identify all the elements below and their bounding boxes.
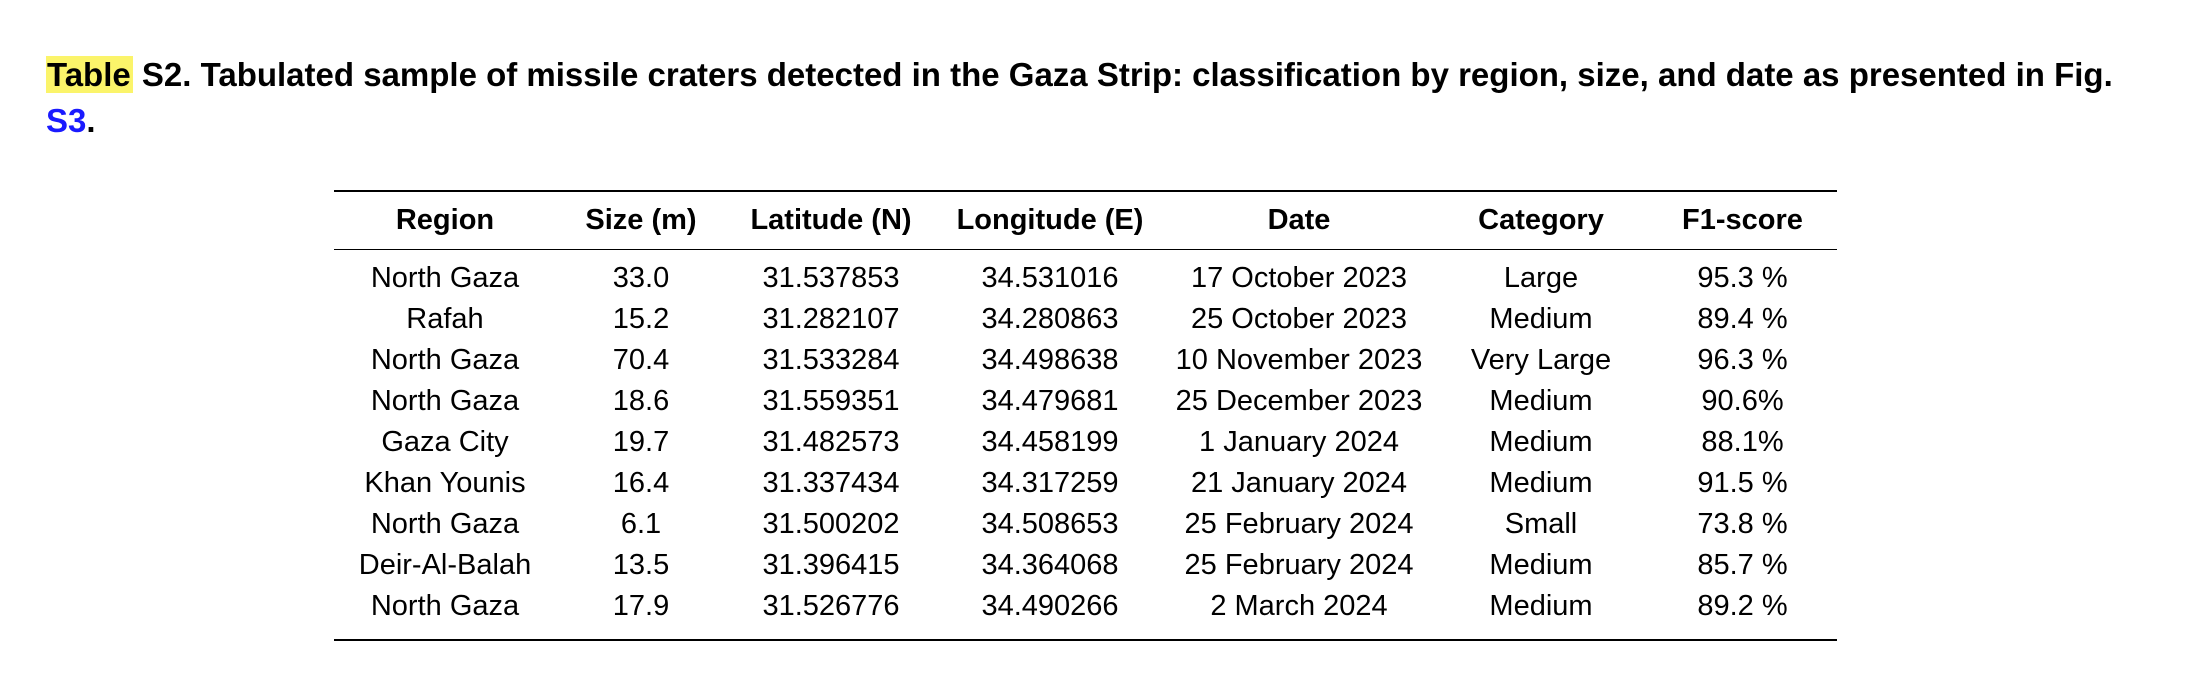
cell-date: 17 October 2023: [1190, 262, 1408, 294]
cell-region: North Gaza: [370, 262, 520, 294]
cell-f1-score: 91.5 %: [1697, 467, 1788, 499]
cell-category: Medium: [1489, 303, 1593, 335]
cell-longitude: 34.531016: [981, 262, 1119, 294]
cell-f1-score: 88.1%: [1701, 426, 1784, 458]
cell-date: 25 February 2024: [1184, 508, 1414, 540]
table-row: Deir-Al-Balah 13.5 31.396415 34.364068 25 Fe…: [334, 545, 1837, 586]
cell-longitude: 34.458199: [981, 426, 1119, 458]
cell-size: 16.4: [612, 467, 670, 499]
cell-date: 21 January 2024: [1190, 467, 1408, 499]
crater-table: Region Size (m) Latitude (N) Longitude (E) D…: [334, 190, 1837, 641]
cell-category: Small: [1504, 508, 1578, 540]
table-header-row: Region Size (m) Latitude (N) Longitude (E) D…: [334, 191, 1837, 250]
cell-longitude: 34.490266: [936, 586, 1164, 641]
cell-latitude: 31.537853: [762, 262, 900, 294]
column-header-size: Size (m): [585, 204, 697, 236]
cell-longitude: 34.280863: [981, 303, 1119, 335]
figure-reference-link[interactable]: S3: [46, 102, 87, 139]
column-header-longitude: Longitude (E): [956, 204, 1144, 236]
cell-f1-score: 89.4 %: [1697, 303, 1788, 335]
cell-date: 25 February 2024: [1184, 549, 1414, 581]
cell-size: 17.9: [556, 586, 726, 641]
crater-table-container: Region Size (m) Latitude (N) Longitude (E) D…: [334, 190, 1837, 641]
cell-date: 25 December 2023: [1175, 385, 1423, 417]
table-row: North Gaza 33.0 31.537853 34.531016 17 Octob…: [334, 250, 1837, 300]
table-row: North Gaza 18.6 31.559351 34.479681 25 Decem…: [334, 381, 1837, 422]
cell-date: 2 March 2024: [1164, 586, 1434, 641]
table-caption: Table S2. Tabulated sample of missile cr…: [46, 52, 2166, 144]
table-row: North Gaza 17.9 31.526776 34.490266 2 March …: [334, 586, 1837, 641]
cell-date: 10 November 2023: [1175, 344, 1423, 376]
cell-category: Medium: [1489, 385, 1593, 417]
cell-size: 18.6: [612, 385, 670, 417]
cell-longitude: 34.317259: [981, 467, 1119, 499]
cell-longitude: 34.498638: [981, 344, 1119, 376]
cell-latitude: 31.526776: [726, 586, 936, 641]
cell-latitude: 31.482573: [762, 426, 900, 458]
cell-size: 6.1: [620, 508, 662, 540]
cell-longitude: 34.508653: [981, 508, 1119, 540]
cell-region: Khan Younis: [364, 467, 526, 499]
table-row: Gaza City 19.7 31.482573 34.458199 1 January…: [334, 422, 1837, 463]
column-header-date: Date: [1267, 204, 1331, 236]
table-row: Khan Younis 16.4 31.337434 34.317259 21 Janu…: [334, 463, 1837, 504]
table-body: North Gaza 33.0 31.537853 34.531016 17 Octob…: [334, 250, 1837, 641]
column-header-latitude: Latitude (N): [750, 204, 912, 236]
cell-category: Medium: [1489, 467, 1593, 499]
column-header-category: Category: [1478, 204, 1604, 236]
caption-end: .: [86, 102, 96, 139]
cell-category: Very Large: [1470, 344, 1612, 376]
cell-category: Medium: [1489, 426, 1593, 458]
cell-f1-score: 73.8 %: [1697, 508, 1788, 540]
table-row: North Gaza 70.4 31.533284 34.498638 10 Novem…: [334, 340, 1837, 381]
cell-size: 15.2: [612, 303, 670, 335]
cell-longitude: 34.479681: [981, 385, 1119, 417]
table-row: North Gaza 6.1 31.500202 34.508653 25 Februa…: [334, 504, 1837, 545]
cell-f1-score: 85.7 %: [1697, 549, 1788, 581]
cell-region: Rafah: [406, 303, 484, 335]
cell-f1-score: 90.6%: [1701, 385, 1784, 417]
cell-region: North Gaza: [370, 344, 520, 376]
column-header-region: Region: [395, 204, 495, 236]
cell-size: 33.0: [612, 262, 670, 294]
cell-date: 25 October 2023: [1190, 303, 1408, 335]
table-header: Region Size (m) Latitude (N) Longitude (E) D…: [334, 191, 1837, 250]
cell-longitude: 34.364068: [981, 549, 1119, 581]
cell-region: Gaza City: [381, 426, 509, 458]
cell-region: North Gaza: [370, 508, 520, 540]
cell-date: 1 January 2024: [1199, 426, 1399, 458]
cell-latitude: 31.500202: [762, 508, 900, 540]
cell-f1-score: 95.3 %: [1697, 262, 1788, 294]
cell-category: Large: [1503, 262, 1579, 294]
cell-region: Deir-Al-Balah: [358, 549, 532, 581]
cell-region: North Gaza: [370, 385, 520, 417]
cell-size: 13.5: [612, 549, 670, 581]
cell-f1-score: 89.2 %: [1648, 586, 1837, 641]
cell-category: Medium: [1489, 549, 1593, 581]
cell-latitude: 31.337434: [762, 467, 900, 499]
caption-highlight: Table: [46, 56, 133, 93]
caption-label: S2.: [141, 56, 192, 93]
cell-size: 19.7: [612, 426, 670, 458]
column-header-f1-score: F1-score: [1682, 204, 1803, 236]
cell-latitude: 31.396415: [762, 549, 900, 581]
cell-region: North Gaza: [334, 586, 556, 641]
cell-latitude: 31.533284: [762, 344, 900, 376]
cell-category: Medium: [1434, 586, 1648, 641]
caption-text: Tabulated sample of missile craters dete…: [200, 56, 2113, 93]
cell-size: 70.4: [612, 344, 670, 376]
cell-latitude: 31.559351: [762, 385, 900, 417]
table-row: Rafah 15.2 31.282107 34.280863 25 October 20…: [334, 299, 1837, 340]
cell-latitude: 31.282107: [762, 303, 900, 335]
cell-f1-score: 96.3 %: [1697, 344, 1788, 376]
